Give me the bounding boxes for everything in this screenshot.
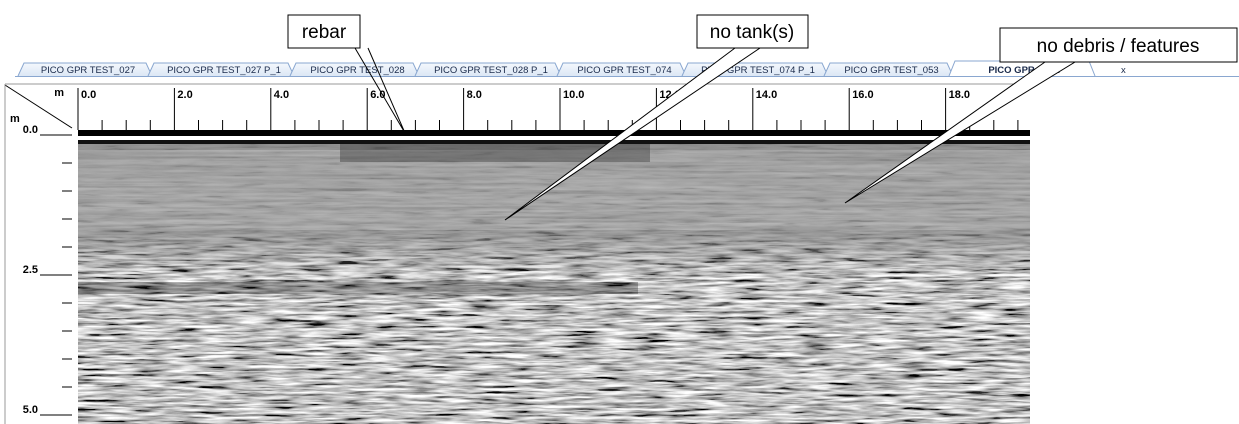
page: html, body { margin: 0; padding: 0; widt… — [0, 0, 1239, 424]
surface-band-light — [78, 136, 1030, 140]
screenshot: PICO GPR TEST_027 PICO GPR TEST_027 P_1 PI… — [0, 0, 1239, 424]
tab-label: PICO GPR TEST_027 P_1 — [167, 65, 281, 76]
x-tick-label: 2.0 — [177, 89, 192, 101]
tab-close[interactable]: x — [1121, 65, 1126, 76]
tab[interactable]: PICO GPR TEST_028 P_1 — [415, 63, 561, 76]
tab-label: PICO GPR TEST_053 — [844, 65, 938, 76]
tab-label: PICO GPR TEST_028 — [310, 65, 404, 76]
y-tick-label: 0.0 — [23, 124, 38, 136]
ruler — [0, 78, 1030, 130]
tab[interactable]: PICO GPR TEST_074 — [557, 63, 686, 76]
tab-list: PICO GPR TEST_027 PICO GPR TEST_027 P_1 PI… — [18, 61, 1126, 76]
x-tick-label: 18.0 — [949, 89, 970, 101]
x-unit-label: m — [54, 87, 64, 99]
x-tick-label: 10.0 — [563, 89, 584, 101]
callout-text: rebar — [302, 22, 347, 43]
x-tick-label: 0.0 — [81, 89, 96, 101]
tab[interactable]: PICO GPR TEST_028 — [290, 63, 419, 76]
y-tick-label: 2.5 — [23, 264, 38, 276]
surface-band-dark — [78, 130, 1030, 136]
y-unit-label: m — [10, 113, 20, 125]
tab-label: PICO GPR TEST_074 — [577, 65, 671, 76]
surface-band-dark-2 — [78, 140, 1030, 144]
reflector-band — [78, 282, 638, 294]
callout-text: no tank(s) — [710, 22, 794, 43]
tab[interactable]: PICO GPR TEST_027 — [18, 63, 152, 76]
tab[interactable]: PICO GPR TEST_027 P_1 — [148, 63, 294, 76]
callout-text: no debris / features — [1037, 36, 1200, 57]
x-tick-label: 14.0 — [756, 89, 777, 101]
tab-label: PICO GPR TEST_028 P_1 — [434, 65, 548, 76]
x-tick-label: 16.0 — [852, 89, 873, 101]
tab-label: PICO GPR TEST_027 — [41, 65, 135, 76]
x-tick-label: 8.0 — [467, 89, 482, 101]
x-tick-label: 4.0 — [274, 89, 289, 101]
y-tick-label: 5.0 — [23, 404, 38, 416]
body: {"tabs": [ {"label": "PICO GPR TEST_027"… — [0, 0, 1239, 424]
tab[interactable]: PICO GPR TEST_053 — [824, 63, 953, 76]
